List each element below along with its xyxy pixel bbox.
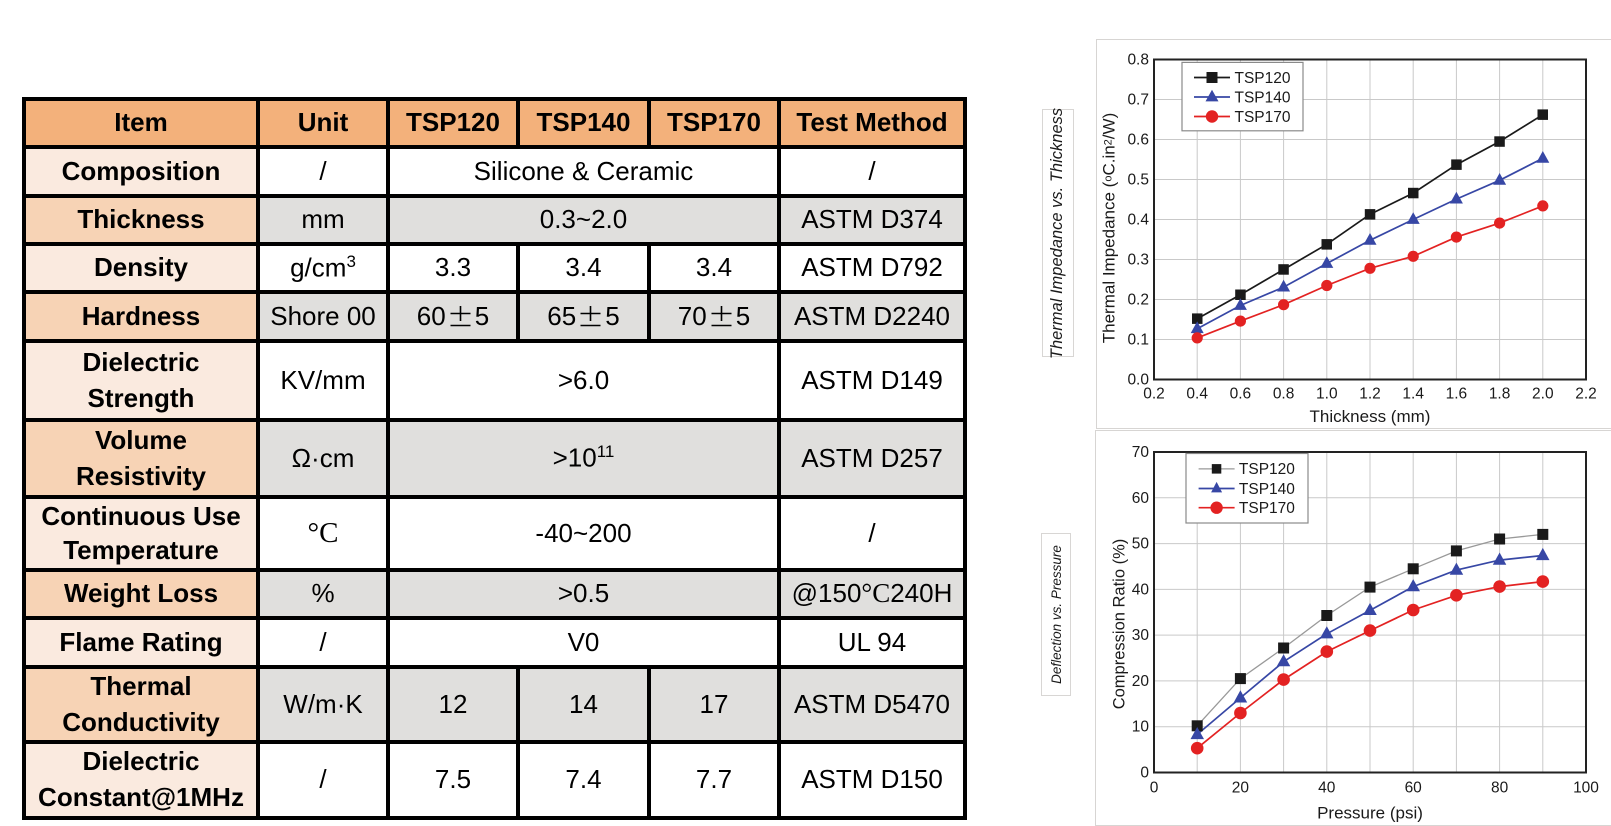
svg-text:TSP120: TSP120 — [1239, 461, 1295, 478]
svg-text:Thermal Impedance (oC.in2/W): Thermal Impedance (oC.in2/W) — [1100, 113, 1119, 344]
svg-text:0: 0 — [1150, 780, 1159, 797]
svg-text:0.4: 0.4 — [1127, 212, 1149, 229]
svg-text:0.4: 0.4 — [1186, 386, 1208, 403]
svg-text:0.5: 0.5 — [1127, 172, 1149, 189]
svg-text:2.2: 2.2 — [1575, 386, 1597, 403]
svg-text:100: 100 — [1573, 780, 1599, 797]
svg-text:0.2: 0.2 — [1143, 386, 1165, 403]
svg-text:0.8: 0.8 — [1127, 52, 1149, 69]
svg-text:0: 0 — [1140, 765, 1149, 782]
svg-text:0.8: 0.8 — [1273, 386, 1295, 403]
svg-text:40: 40 — [1318, 780, 1336, 797]
svg-text:TSP140: TSP140 — [1239, 481, 1295, 498]
svg-text:50: 50 — [1132, 536, 1150, 553]
svg-text:1.0: 1.0 — [1316, 386, 1338, 403]
svg-text:0.6: 0.6 — [1127, 132, 1149, 149]
svg-text:0.0: 0.0 — [1127, 372, 1149, 389]
svg-text:0.1: 0.1 — [1127, 332, 1149, 349]
svg-text:20: 20 — [1232, 780, 1250, 797]
svg-text:40: 40 — [1132, 581, 1150, 598]
svg-text:30: 30 — [1132, 627, 1150, 644]
svg-text:TSP170: TSP170 — [1235, 109, 1291, 126]
svg-text:0.6: 0.6 — [1230, 386, 1252, 403]
svg-text:20: 20 — [1132, 673, 1150, 690]
svg-text:10: 10 — [1132, 719, 1150, 736]
svg-text:Compression Ratio (%): Compression Ratio (%) — [1111, 539, 1129, 710]
svg-text:TSP120: TSP120 — [1235, 70, 1291, 87]
svg-text:1.6: 1.6 — [1446, 386, 1468, 403]
svg-text:TSP140: TSP140 — [1235, 89, 1291, 106]
svg-text:0.7: 0.7 — [1127, 92, 1149, 109]
svg-text:80: 80 — [1491, 780, 1509, 797]
svg-text:Thickness (mm): Thickness (mm) — [1310, 407, 1431, 426]
svg-text:1.4: 1.4 — [1402, 386, 1424, 403]
svg-text:1.8: 1.8 — [1489, 386, 1511, 403]
svg-text:0.2: 0.2 — [1127, 292, 1149, 309]
svg-text:1.2: 1.2 — [1359, 386, 1381, 403]
svg-text:TSP170: TSP170 — [1239, 500, 1295, 517]
svg-text:0.3: 0.3 — [1127, 252, 1149, 269]
svg-text:70: 70 — [1132, 444, 1150, 461]
svg-text:60: 60 — [1405, 780, 1423, 797]
svg-text:2.0: 2.0 — [1532, 386, 1554, 403]
svg-text:Pressure (psi): Pressure (psi) — [1317, 804, 1423, 823]
svg-text:60: 60 — [1132, 490, 1150, 507]
